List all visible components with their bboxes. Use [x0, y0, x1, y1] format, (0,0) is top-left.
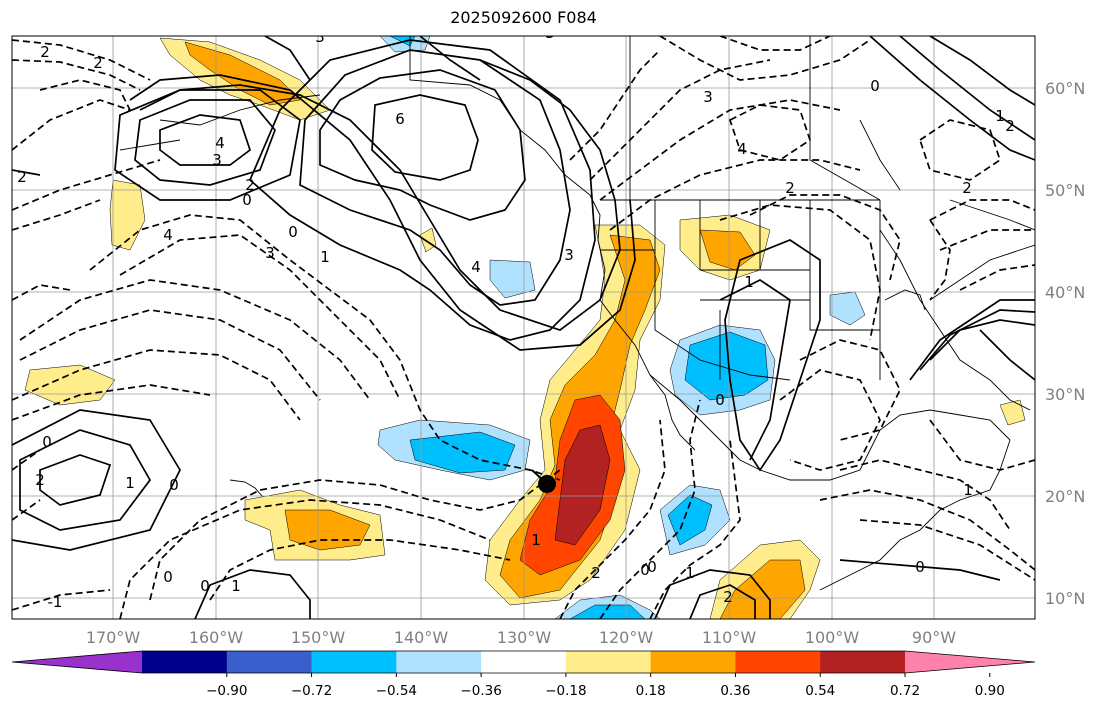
colorbar-tick-label: −0.18	[545, 683, 586, 699]
contour-lines	[12, 36, 1035, 619]
lat-label: 50°N	[1045, 181, 1085, 200]
colorbar-bin	[481, 651, 567, 673]
colorbar: −0.90 −0.72 −0.54 −0.36 −0.18 0.18 0.36 0.54 0.7…	[11, 650, 1036, 699]
lon-label: 100°W	[805, 628, 860, 647]
colorbar-bin	[311, 651, 397, 673]
colorbar-extend-min	[12, 651, 142, 673]
colorbar-tick-label: −0.36	[460, 683, 501, 699]
lat-label: 30°N	[1045, 385, 1085, 404]
colorbar-tick-label: 0.90	[975, 683, 1005, 699]
contour-label: 4	[737, 140, 747, 158]
contour-label: 3	[265, 244, 275, 262]
contour-label: 0	[647, 558, 657, 576]
contour-label: 2	[35, 471, 45, 489]
colorbar-bin	[735, 651, 821, 673]
colorbar-bin	[820, 651, 906, 673]
contour-label: 1	[231, 577, 241, 595]
contour-label: 0	[640, 561, 650, 579]
colorbar-bin	[142, 651, 228, 673]
contour-label: 3	[212, 151, 222, 169]
contour-label: 3	[315, 28, 325, 46]
dashed-contour-lines	[12, 36, 1035, 619]
shaded-anomaly-fields	[24, 36, 1026, 619]
contour-label: 2	[17, 168, 27, 186]
contour-label: 1	[744, 273, 754, 291]
contour-label: 2	[40, 43, 50, 61]
contour-label: 1	[125, 474, 135, 492]
contour-label: 0	[288, 223, 298, 241]
contour-label: 2	[1005, 117, 1015, 135]
contour-label: 0	[163, 568, 173, 586]
contour-label: 6	[395, 110, 405, 128]
contour-label: 2	[93, 54, 103, 72]
colorbar-outline	[11, 650, 1036, 674]
contour-label: 3	[564, 246, 574, 264]
storm-center-marker	[531, 469, 556, 493]
lon-label: 150°W	[291, 628, 346, 647]
colorbar-tick-label: −0.54	[376, 683, 417, 699]
lon-label: 90°W	[912, 628, 956, 647]
colorbar-tick-label: 0.54	[805, 683, 835, 699]
lat-label: 20°N	[1045, 487, 1085, 506]
lat-label: 60°N	[1045, 79, 1085, 98]
colorbar-bin	[650, 651, 736, 673]
contour-label: 2	[962, 179, 972, 197]
contour-label: 1	[531, 531, 541, 549]
colorbar-bin	[565, 651, 652, 673]
colorbar-tick-label: 0.72	[890, 683, 920, 699]
longitude-labels: 170°W 160°W 150°W 140°W 130°W 120°W 110°…	[86, 628, 956, 647]
contour-label: 1	[995, 107, 1005, 125]
colorbar-tick-label: 0.36	[720, 683, 750, 699]
lon-label: 140°W	[394, 628, 449, 647]
contour-label: 1	[963, 481, 973, 499]
lon-label: 170°W	[86, 628, 141, 647]
colorbar-bin	[396, 651, 482, 673]
contour-label: -1	[48, 593, 63, 611]
contour-label: 0	[870, 77, 880, 95]
contour-label: 0	[42, 433, 52, 451]
contour-label: 2	[591, 564, 601, 582]
contour-label: 0	[915, 558, 925, 576]
contour-label: 2	[785, 179, 795, 197]
map-frame	[11, 35, 1036, 620]
lon-label: 130°W	[497, 628, 552, 647]
contour-label: 4	[163, 226, 173, 244]
colorbar-tick-label: −0.90	[206, 683, 247, 699]
contour-label: 3	[545, 24, 555, 42]
colorbar-tick-label: 0.18	[636, 683, 666, 699]
contour-label: 0	[200, 577, 210, 595]
colorbar-tick-label: −0.72	[291, 683, 332, 699]
latitude-labels: 60°N 50°N 40°N 30°N 20°N 10°N	[1045, 79, 1085, 608]
contour-label: 4	[471, 258, 481, 276]
graticule	[12, 36, 1035, 619]
lon-label: 110°W	[702, 628, 757, 647]
contour-label: 4	[215, 134, 225, 152]
lon-label: 160°W	[189, 628, 244, 647]
contour-label: 0	[242, 191, 252, 209]
lat-label: 40°N	[1045, 283, 1085, 302]
lon-label: 120°W	[599, 628, 654, 647]
colorbar-extend-max	[905, 651, 1035, 673]
contour-label: 0	[715, 391, 725, 409]
contour-label: 2	[245, 176, 255, 194]
lat-label: 10°N	[1045, 589, 1085, 608]
contour-label: 3	[703, 88, 713, 106]
contour-label: 1	[685, 564, 695, 582]
colorbar-bin	[226, 651, 313, 673]
coastlines-and-borders	[119, 36, 1035, 591]
contour-label: 1	[320, 248, 330, 266]
contour-label: 0	[169, 476, 179, 494]
map-title: 2025092600 F084	[450, 8, 597, 27]
contour-label: 2	[723, 588, 733, 606]
